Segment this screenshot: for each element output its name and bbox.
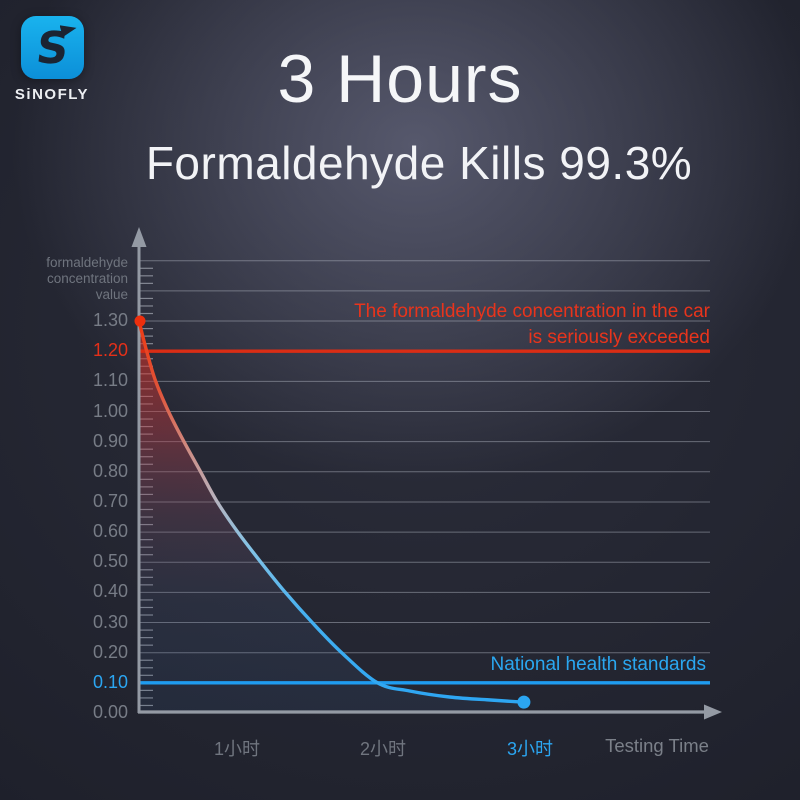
y-tick-label: 0.50 [92, 551, 128, 572]
y-tick-label: 1.10 [92, 370, 128, 391]
y-tick-label: 0.00 [92, 702, 128, 722]
page-subtitle: Formaldehyde Kills 99.3% [145, 137, 693, 189]
x-tick-label: 2小时 [359, 739, 407, 759]
exceed-annotation: The formaldehyde concentration in the ca… [354, 299, 710, 351]
x-tick-label: 3小时 [506, 739, 554, 759]
exceed-annotation-line2: is seriously exceeded [528, 327, 710, 348]
curve-start-dot [134, 315, 146, 327]
y-tick-label: 0.70 [92, 490, 128, 511]
x-tick-label: 1小时 [213, 739, 261, 759]
y-tick-label: 1.20 [92, 340, 128, 361]
brand-name: SiNOFLY [14, 86, 90, 103]
y-tick-label: 0.30 [92, 611, 128, 632]
y-tick-label: 0.10 [92, 671, 128, 692]
x-axis-arrow-icon [704, 704, 722, 720]
standard-annotation: National health standards [490, 654, 706, 675]
y-tick-label: 0.60 [92, 521, 128, 542]
y-tick-label: 0.20 [92, 641, 128, 662]
area-fill [139, 321, 524, 711]
y-axis-title: formaldehyde concentration value [46, 255, 128, 302]
logo-triangle-icon [59, 25, 77, 37]
y-axis-arrow-icon [131, 227, 147, 247]
page-title: 3 Hours [277, 41, 523, 117]
concentration-curve [137, 319, 526, 704]
y-tick-label: 0.90 [92, 430, 128, 451]
brand-logo: S SiNOFLY [4, 16, 100, 103]
y-tick-label: 1.30 [92, 310, 128, 331]
y-tick-label: 0.40 [92, 581, 128, 602]
y-tick-label: 1.00 [92, 400, 128, 421]
curve-end-dot [517, 695, 531, 709]
exceed-annotation-line1: The formaldehyde concentration in the ca… [354, 301, 710, 322]
x-axis-title: Testing Time [605, 735, 709, 756]
logo-mark: S [20, 16, 84, 79]
y-tick-label: 0.80 [92, 460, 128, 481]
